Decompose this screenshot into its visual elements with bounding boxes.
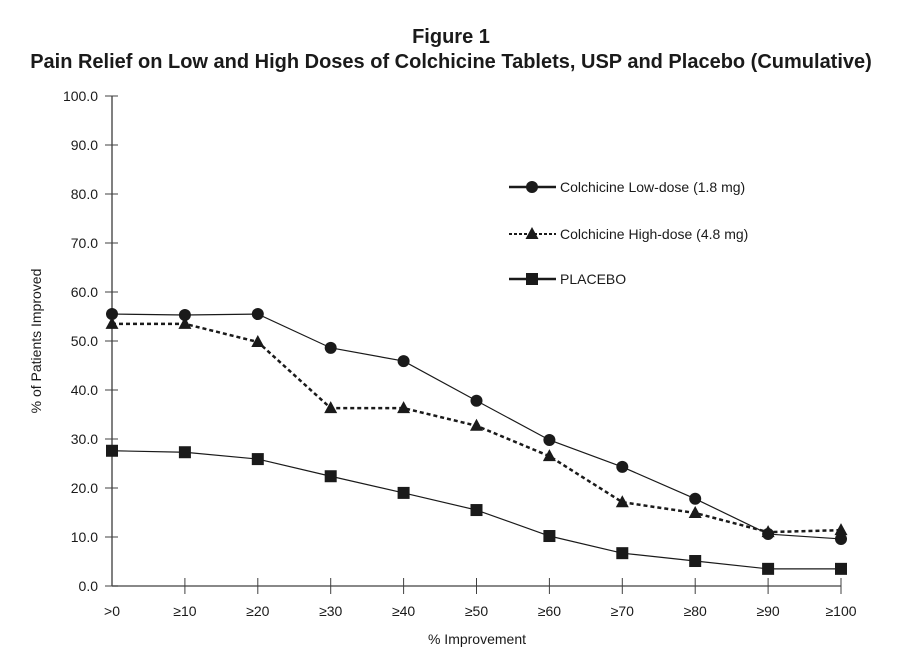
data-point-square bbox=[543, 530, 556, 543]
data-point-triangle bbox=[178, 316, 192, 329]
legend-marker-square bbox=[526, 273, 538, 285]
data-point-circle bbox=[251, 308, 264, 321]
data-point-circle bbox=[106, 308, 118, 321]
data-point-square bbox=[324, 470, 337, 483]
data-point-triangle bbox=[688, 505, 702, 518]
data-point-square bbox=[470, 504, 483, 517]
y-tick-label: 50.0 bbox=[71, 333, 98, 349]
data-point-circle bbox=[616, 460, 629, 473]
x-tick-label: ≥10 bbox=[173, 603, 196, 619]
y-tick-label: 80.0 bbox=[71, 186, 98, 202]
data-point-square bbox=[397, 486, 410, 499]
x-tick-label: >0 bbox=[104, 603, 120, 619]
x-tick-label: ≥60 bbox=[538, 603, 561, 619]
data-point-circle bbox=[835, 532, 847, 545]
x-tick-label: ≥100 bbox=[825, 603, 856, 619]
chart-subtitle: Pain Relief on Low and High Doses of Col… bbox=[30, 51, 872, 73]
x-tick-label: ≥80 bbox=[684, 603, 707, 619]
legend-label: Colchicine Low-dose (1.8 mg) bbox=[560, 179, 745, 195]
y-axis-ticks: 0.0 10.0 20.0 30.0 40.0 50.0 60.0 70.0 80.0 90.0 1… bbox=[63, 88, 118, 594]
data-point-square bbox=[689, 555, 702, 568]
series-1 bbox=[106, 308, 847, 545]
x-tick-label: ≥30 bbox=[319, 603, 342, 619]
data-point-square bbox=[106, 444, 118, 457]
data-point-triangle bbox=[397, 401, 411, 414]
data-point-circle bbox=[178, 309, 191, 322]
series-2 bbox=[105, 316, 848, 538]
x-tick-label: ≥20 bbox=[246, 603, 269, 619]
data-point-triangle bbox=[542, 449, 556, 462]
data-point-triangle bbox=[324, 401, 338, 414]
data-point-circle bbox=[470, 394, 483, 407]
chart-title: Figure 1 bbox=[412, 26, 490, 48]
data-point-triangle bbox=[615, 495, 629, 508]
y-axis-label: % of Patients Improved bbox=[28, 269, 44, 414]
y-tick-label: 70.0 bbox=[71, 235, 98, 251]
x-tick-label: ≥40 bbox=[392, 603, 415, 619]
series-layer bbox=[105, 308, 848, 575]
data-point-triangle bbox=[834, 523, 848, 536]
x-tick-label: ≥50 bbox=[465, 603, 488, 619]
y-tick-label: 0.0 bbox=[79, 578, 99, 594]
x-axis-label: % Improvement bbox=[428, 631, 526, 647]
data-point-triangle bbox=[761, 525, 775, 538]
y-tick-label: 100.0 bbox=[63, 88, 98, 104]
y-tick-label: 10.0 bbox=[71, 529, 98, 545]
x-tick-label: ≥70 bbox=[611, 603, 634, 619]
data-point-square bbox=[251, 453, 264, 466]
legend-item: Colchicine High-dose (4.8 mg) bbox=[509, 226, 748, 242]
x-tick-label: ≥90 bbox=[756, 603, 779, 619]
data-point-square bbox=[835, 562, 847, 575]
legend-item: PLACEBO bbox=[509, 271, 626, 287]
legend: Colchicine Low-dose (1.8 mg) Colchicine H… bbox=[509, 179, 748, 287]
x-axis-ticks: >0 ≥10 ≥20 ≥30 ≥40 ≥50 ≥60 ≥70 ≥80 ≥90 ≥100 bbox=[104, 578, 857, 619]
data-point-square bbox=[762, 562, 775, 575]
data-point-circle bbox=[324, 341, 337, 354]
data-point-square bbox=[178, 446, 191, 459]
legend-marker-triangle bbox=[525, 227, 539, 239]
data-point-triangle bbox=[251, 334, 265, 347]
data-point-triangle bbox=[470, 418, 483, 431]
data-point-circle bbox=[397, 355, 410, 368]
y-tick-label: 30.0 bbox=[71, 431, 98, 447]
data-point-circle bbox=[543, 433, 556, 446]
y-tick-label: 90.0 bbox=[71, 137, 98, 153]
y-tick-label: 20.0 bbox=[71, 480, 98, 496]
y-tick-label: 40.0 bbox=[71, 382, 98, 398]
legend-item: Colchicine Low-dose (1.8 mg) bbox=[509, 179, 745, 195]
y-tick-label: 60.0 bbox=[71, 284, 98, 300]
data-point-square bbox=[616, 547, 629, 560]
data-point-circle bbox=[689, 492, 702, 505]
series-3 bbox=[106, 444, 847, 575]
legend-label: Colchicine High-dose (4.8 mg) bbox=[560, 226, 748, 242]
data-point-triangle bbox=[105, 316, 119, 329]
legend-label: PLACEBO bbox=[560, 271, 626, 287]
legend-marker-circle bbox=[526, 181, 538, 193]
